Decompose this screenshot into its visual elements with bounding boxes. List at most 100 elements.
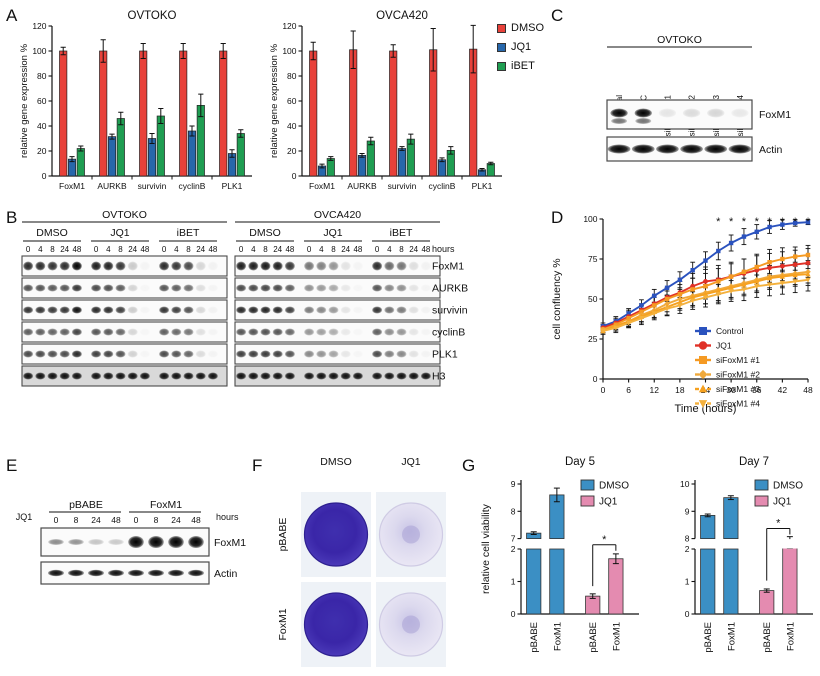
plate-row-label-FoxM1: FoxM1 bbox=[277, 608, 289, 640]
well-center-spot bbox=[402, 525, 420, 544]
chart-title: Day 7 bbox=[739, 456, 769, 468]
svg-text:40: 40 bbox=[37, 121, 47, 131]
svg-text:1: 1 bbox=[685, 577, 690, 587]
x-tick-label: FoxM1 bbox=[785, 622, 796, 651]
legend-label: DMSO bbox=[511, 22, 544, 34]
lane-label: 24 bbox=[91, 515, 101, 525]
lane-label: 24 bbox=[409, 245, 418, 254]
bar-DMSO-FoxM1 bbox=[59, 50, 68, 177]
lane-label: 0 bbox=[26, 245, 31, 254]
bar-DMSO-survivin bbox=[389, 50, 398, 177]
lane-label: 4 bbox=[387, 245, 392, 254]
lane-label: 4 bbox=[251, 245, 256, 254]
svg-text:80: 80 bbox=[37, 71, 47, 81]
protein-label-FoxM1: FoxM1 bbox=[214, 537, 246, 549]
bar-JQ1-AURKB bbox=[107, 136, 117, 177]
legend-label-DMSO: DMSO bbox=[773, 481, 803, 492]
svg-text:6: 6 bbox=[626, 385, 631, 395]
y-axis-label: relative gene expression % bbox=[19, 43, 30, 158]
chart-title: OVTOKO bbox=[128, 10, 177, 22]
significance-star: * bbox=[776, 518, 781, 530]
panel-d: 02550751000612182430364248Time (hours)ce… bbox=[545, 205, 820, 425]
panel-a-chart-1: OVCA420 0 20 40 60 80 100 120 FoxM1 AURKB survivin… bbox=[269, 10, 502, 191]
legend-label-JQ1: JQ1 bbox=[599, 497, 618, 508]
bar-JQ1-FoxM1 bbox=[608, 558, 624, 615]
significance-star: * bbox=[742, 216, 747, 228]
bar-JQ1-pBABE bbox=[759, 590, 775, 615]
bar-DMSO-PLK1 bbox=[219, 50, 228, 177]
blot-group-title: OVTOKO bbox=[657, 34, 702, 46]
legend-label-siFoxM1 #4: siFoxM1 #4 bbox=[716, 399, 760, 409]
svg-text:36: 36 bbox=[752, 385, 762, 395]
significance-star: * bbox=[793, 216, 798, 228]
lane-label: 4 bbox=[174, 245, 179, 254]
bar-iBET-FoxM1 bbox=[326, 158, 335, 177]
legend-label-Control: Control bbox=[716, 326, 744, 336]
y-axis-label: relative cell viability bbox=[480, 503, 492, 594]
bar-DMSO-FoxM1-lower bbox=[723, 548, 739, 615]
svg-text:0: 0 bbox=[42, 171, 47, 181]
bar-JQ1-cyclinB bbox=[187, 130, 197, 177]
svg-text:20: 20 bbox=[37, 146, 47, 156]
svg-text:25: 25 bbox=[588, 334, 598, 344]
panel-label-d: D bbox=[551, 208, 564, 227]
protein-label-FoxM1: FoxM1 bbox=[432, 261, 464, 273]
legend-swatch-icon bbox=[754, 495, 769, 507]
bar-JQ1-AURKB bbox=[357, 155, 367, 177]
svg-text:20: 20 bbox=[287, 146, 297, 156]
blot-box-FoxM1 bbox=[40, 527, 210, 557]
x-tick-label: FoxM1 bbox=[59, 181, 85, 191]
plate-row-label-pBABE: pBABE bbox=[277, 518, 289, 552]
lane-label: 48 bbox=[208, 245, 217, 254]
lane-label: 24 bbox=[341, 245, 350, 254]
treatment-label-JQ1: JQ1 bbox=[323, 227, 342, 239]
legend-label-JQ1: JQ1 bbox=[716, 341, 732, 351]
blot-group-title-FoxM1: FoxM1 bbox=[150, 499, 182, 511]
blot-box-FoxM1 bbox=[606, 99, 753, 130]
svg-text:10: 10 bbox=[680, 479, 690, 489]
lane-label: 0 bbox=[162, 245, 167, 254]
bar-iBET-PLK1 bbox=[486, 163, 495, 177]
well-center-spot bbox=[402, 615, 420, 634]
treatment-label-DMSO: DMSO bbox=[249, 227, 281, 239]
panel-e: JQ1 hours pBABE 0 8 24 48 FoxM1 0 8 24 48 FoxM1 Actin bbox=[0, 450, 250, 610]
svg-text:0: 0 bbox=[593, 374, 598, 384]
x-tick-label: pBABE bbox=[762, 622, 773, 653]
lane-label: 8 bbox=[74, 515, 79, 525]
x-tick-label: cyclinB bbox=[429, 181, 456, 191]
x-axis-label: Time (hours) bbox=[675, 403, 737, 415]
legend-item-JQ1: JQ1 bbox=[497, 41, 544, 53]
svg-text:48: 48 bbox=[803, 385, 813, 395]
treatment-label-iBET: iBET bbox=[390, 227, 413, 239]
legend-label-siFoxM1 #2: siFoxM1 #2 bbox=[716, 370, 760, 380]
svg-text:100: 100 bbox=[282, 46, 296, 56]
protein-label-Actin: Actin bbox=[214, 568, 238, 580]
bar-DMSO-FoxM1-lower bbox=[549, 548, 565, 615]
blot-group-title: OVCA420 bbox=[314, 209, 361, 221]
y-axis-label: cell confluency % bbox=[551, 258, 563, 339]
svg-text:60: 60 bbox=[37, 96, 47, 106]
svg-text:2: 2 bbox=[511, 544, 516, 554]
x-tick-label: FoxM1 bbox=[611, 622, 622, 651]
svg-text:18: 18 bbox=[675, 385, 685, 395]
lane-label: 8 bbox=[399, 245, 404, 254]
svg-text:30: 30 bbox=[726, 385, 736, 395]
bar-JQ1-survivin bbox=[147, 138, 157, 177]
bar-iBET-AURKB bbox=[366, 140, 375, 177]
panel-label-b: B bbox=[6, 208, 18, 227]
plate-col-label-DMSO: DMSO bbox=[320, 456, 352, 468]
legend-label-siFoxM1 #1: siFoxM1 #1 bbox=[716, 355, 760, 365]
legend-label-DMSO: DMSO bbox=[599, 481, 629, 492]
x-tick-label: pBABE bbox=[703, 622, 714, 653]
svg-text:120: 120 bbox=[32, 21, 46, 31]
hours-label: hours bbox=[432, 244, 455, 254]
plate-col-label-JQ1: JQ1 bbox=[401, 456, 420, 468]
bar-DMSO-FoxM1 bbox=[309, 50, 318, 177]
svg-text:0: 0 bbox=[601, 385, 606, 395]
treatment-label-iBET: iBET bbox=[177, 227, 200, 239]
significance-star: * bbox=[755, 216, 760, 228]
legend-swatch-icon bbox=[497, 42, 506, 52]
treatment-label-DMSO: DMSO bbox=[36, 227, 68, 239]
lane-label: 0 bbox=[54, 515, 59, 525]
lane-label: 48 bbox=[191, 515, 201, 525]
